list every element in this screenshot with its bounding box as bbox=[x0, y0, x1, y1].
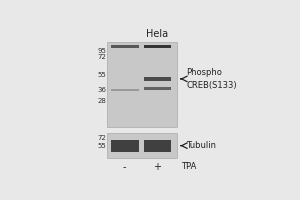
Text: CREB(S133): CREB(S133) bbox=[186, 81, 237, 90]
Text: 36: 36 bbox=[97, 87, 106, 93]
Bar bbox=[143, 87, 171, 90]
Bar bbox=[107, 42, 177, 127]
Text: TPA: TPA bbox=[181, 162, 196, 171]
Bar bbox=[143, 140, 171, 152]
Bar bbox=[143, 45, 171, 48]
Text: 28: 28 bbox=[97, 98, 106, 104]
Text: -: - bbox=[123, 162, 126, 172]
Bar bbox=[111, 45, 139, 48]
Text: Hela: Hela bbox=[146, 29, 169, 39]
Bar bbox=[143, 77, 171, 81]
Text: 55: 55 bbox=[97, 143, 106, 149]
Text: Tubulin: Tubulin bbox=[186, 141, 216, 150]
Bar bbox=[107, 133, 177, 158]
Text: 72: 72 bbox=[97, 54, 106, 60]
Bar bbox=[111, 140, 139, 152]
Text: 55: 55 bbox=[97, 72, 106, 78]
Text: 72: 72 bbox=[97, 135, 106, 141]
Text: 95: 95 bbox=[97, 48, 106, 54]
Text: +: + bbox=[154, 162, 161, 172]
Text: Phospho: Phospho bbox=[186, 68, 222, 77]
Bar bbox=[111, 89, 139, 91]
